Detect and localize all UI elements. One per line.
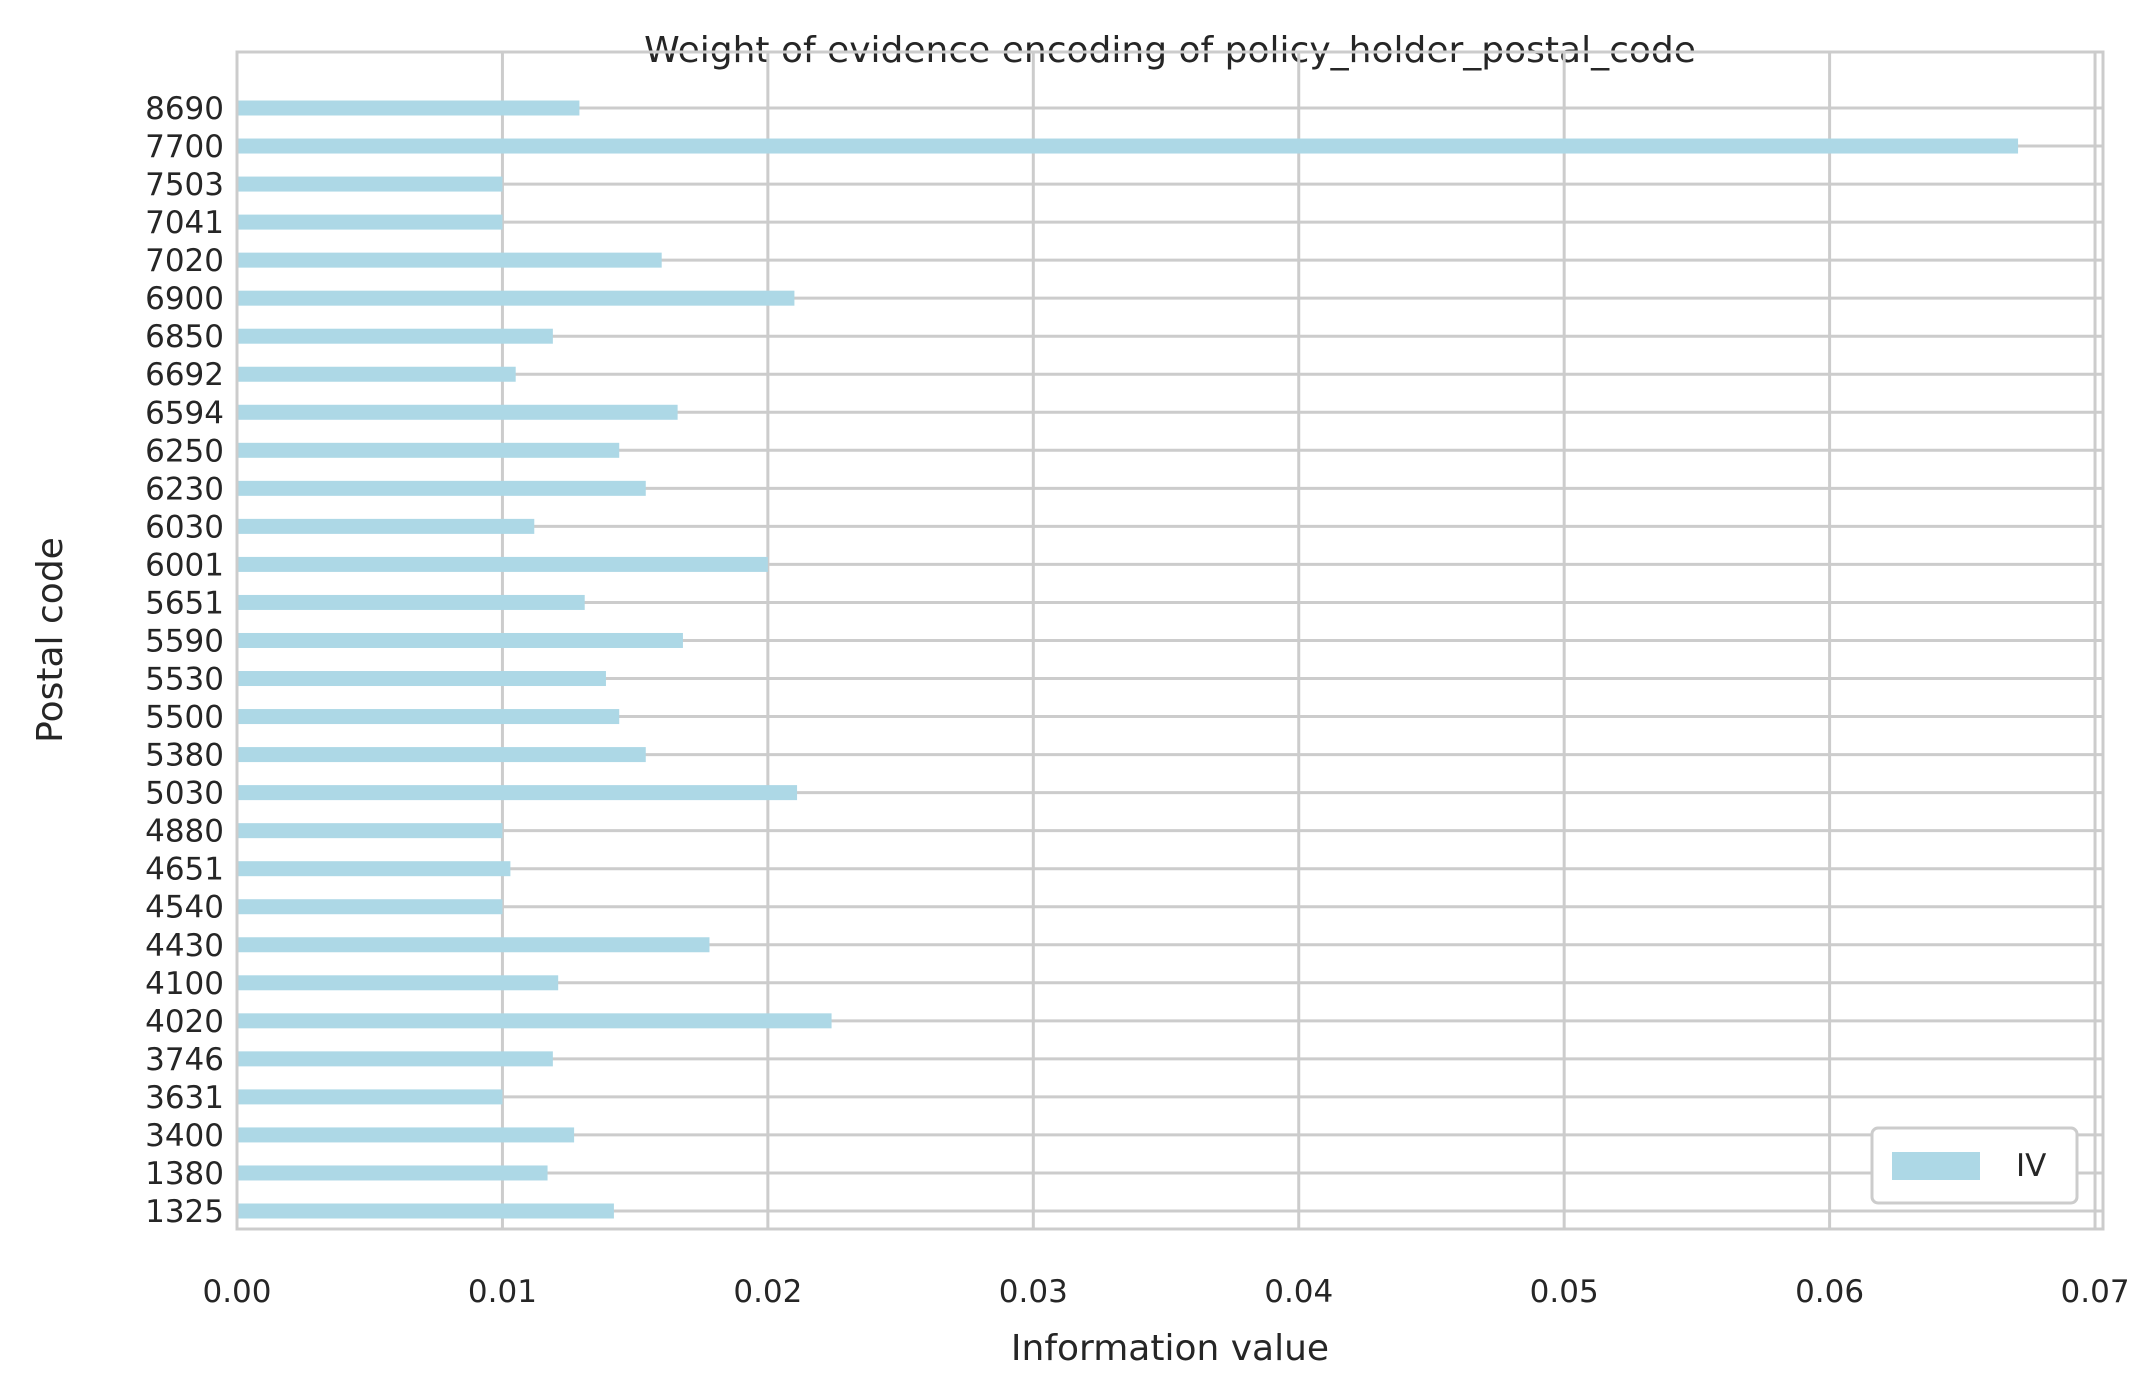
y-tick-label: 6250 [145,433,224,469]
bar [237,785,798,801]
x-tick-label: 0.04 [1264,1274,1333,1310]
y-tick-label: 7700 [145,129,224,165]
y-tick-label: 6001 [145,547,224,583]
y-tick-label: 3631 [145,1080,224,1116]
bar [237,975,559,991]
y-tick-label: 4100 [145,966,224,1002]
y-tick-label: 6594 [145,395,224,431]
y-tick-label: 3746 [145,1042,224,1078]
y-tick-label: 1380 [145,1156,224,1192]
bar [237,518,535,534]
y-tick-label: 5651 [145,585,224,621]
x-tick-label: 0.00 [202,1274,271,1310]
bar [237,1127,575,1143]
y-tick-label: 1325 [145,1194,224,1230]
y-tick-label: 4651 [145,852,224,888]
bar [237,100,580,116]
y-tick-label: 8690 [145,91,224,127]
bar [237,556,768,572]
bar [237,442,620,458]
y-tick-label: 5380 [145,738,224,774]
bar [237,252,662,268]
bar [237,1051,553,1067]
y-tick-label: 4880 [145,814,224,850]
x-tick-label: 0.03 [999,1274,1068,1310]
x-tick-label: 0.07 [2061,1274,2130,1310]
bar [237,937,710,953]
bar [237,176,503,192]
bar [237,671,606,687]
legend-swatch [1892,1152,1980,1180]
bar [237,823,503,839]
bar [237,214,503,230]
x-tick-label: 0.05 [1530,1274,1599,1310]
bar [237,290,795,306]
y-tick-label: 4540 [145,890,224,926]
y-tick-label: 6030 [145,509,224,545]
y-tick-label: 7503 [145,167,224,203]
y-tick-label: 5500 [145,700,224,736]
y-tick-label: 5590 [145,623,224,659]
bar [237,899,503,915]
bar [237,404,678,420]
x-tick-label: 0.02 [733,1274,802,1310]
x-tick-label: 0.01 [468,1274,537,1310]
y-tick-label: 4430 [145,928,224,964]
y-axis-label: Postal code [30,537,71,743]
y-tick-label: 6692 [145,357,224,393]
bars [237,100,2019,1219]
bar [237,138,2019,154]
bar [237,328,553,344]
x-axis-label: Information value [1011,1328,1329,1369]
legend: IV [1870,1126,2079,1205]
x-tick-label: 0.06 [1795,1274,1864,1310]
y-tick-label: 5530 [145,662,224,698]
bar [237,1013,832,1029]
bar [237,1089,503,1105]
y-tick-label: 6900 [145,281,224,317]
bar [237,747,646,763]
y-tick-label: 3400 [145,1118,224,1154]
y-tick-label: 6230 [145,471,224,507]
y-gridlines [237,106,2103,1213]
y-tick-label: 7041 [145,205,224,241]
bar [237,480,646,496]
x-tick-labels: 0.00 0.01 0.02 0.03 0.04 0.05 0.06 0.07 [202,1274,2129,1310]
y-tick-label: 7020 [145,243,224,279]
bar [237,366,516,382]
bar [237,1165,548,1181]
bar [237,861,511,877]
bar [237,594,585,610]
y-tick-label: 5030 [145,776,224,812]
bar [237,632,683,648]
bar [237,1203,614,1219]
legend-label: IV [2016,1148,2046,1184]
bar [237,709,620,725]
y-tick-labels: 1325138034003631374640204100443045404651… [145,91,224,1230]
y-tick-label: 6850 [145,319,224,355]
y-tick-label: 4020 [145,1004,224,1040]
plot-frame [235,50,2105,1231]
